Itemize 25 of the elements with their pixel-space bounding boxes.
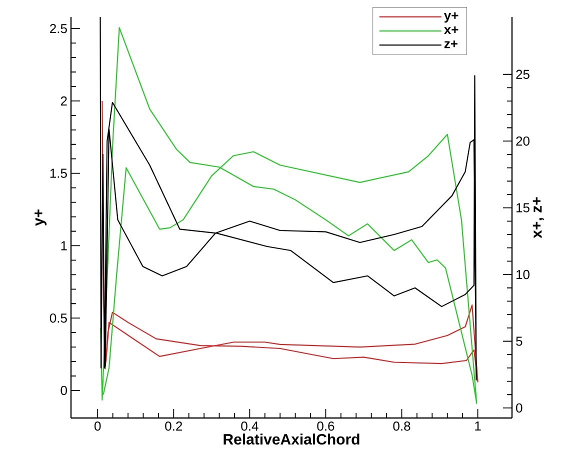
line-series <box>102 100 478 382</box>
x-tick-label: 0.8 <box>393 422 410 431</box>
y2-tick-label: 0 <box>516 403 522 413</box>
y-tick-label: 0 <box>60 386 67 396</box>
x-tick-label: 0.2 <box>165 422 182 431</box>
x-tick-label: 0 <box>94 422 101 431</box>
y-axis-title: y+ <box>34 210 47 226</box>
y-tick-label: 2 <box>60 96 67 106</box>
y2-tick-label: 20 <box>516 136 530 146</box>
y-tick-label: 0.5 <box>50 313 67 323</box>
y-tick-label: 1.5 <box>50 168 67 178</box>
x-tick-label: 0.4 <box>241 422 258 431</box>
x-tick-label: 1 <box>475 422 481 430</box>
y2-axis-title: x+, z+ <box>532 197 544 238</box>
y2-tick-label: 5 <box>516 336 522 346</box>
y2-tick-label: 15 <box>516 203 530 212</box>
x-tick-label: 0.6 <box>317 422 334 431</box>
y2-tick-label: 25 <box>516 70 530 79</box>
y-tick-label: 1 <box>61 241 67 250</box>
legend-label: x+ <box>444 26 458 34</box>
y2-tick-label: 10 <box>516 270 530 280</box>
x-axis-title: RelativeAxialChord <box>224 434 360 445</box>
legend-label: y+ <box>444 12 458 23</box>
y-tick-label: 2.5 <box>50 24 67 34</box>
legend-label: z+ <box>444 40 458 48</box>
